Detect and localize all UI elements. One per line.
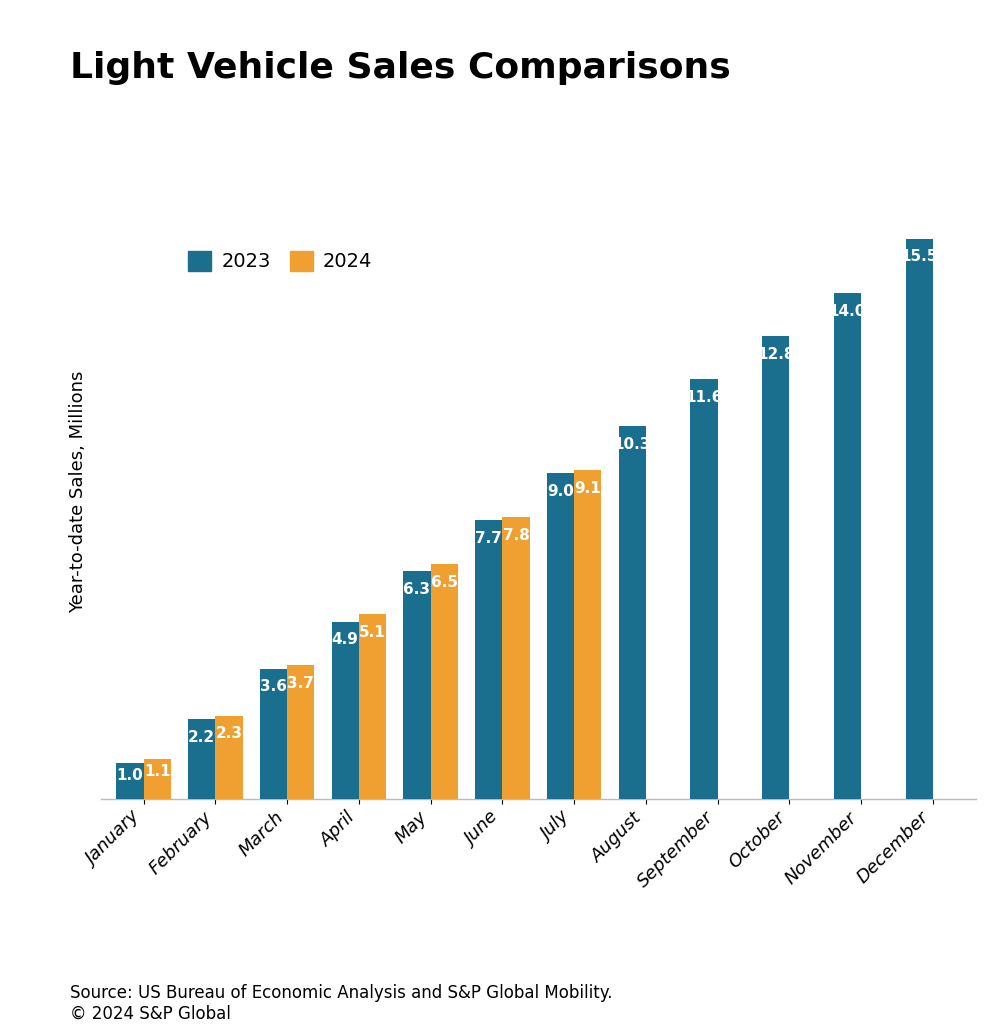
Bar <box>834 293 861 799</box>
Text: 6.5: 6.5 <box>431 574 458 590</box>
Bar <box>547 473 574 799</box>
Text: 11.6: 11.6 <box>685 390 722 406</box>
Bar <box>260 669 287 799</box>
Text: © 2024 S&P Global: © 2024 S&P Global <box>70 1005 231 1023</box>
Bar <box>574 470 602 799</box>
Text: 2.2: 2.2 <box>188 730 215 745</box>
Bar <box>502 517 529 799</box>
Text: 4.9: 4.9 <box>332 633 359 647</box>
Text: 9.1: 9.1 <box>574 480 602 496</box>
Bar <box>475 520 502 799</box>
Text: 3.6: 3.6 <box>260 680 287 694</box>
Text: Light Vehicle Sales Comparisons: Light Vehicle Sales Comparisons <box>70 51 731 85</box>
Bar <box>215 716 242 799</box>
Bar <box>117 763 144 799</box>
Bar <box>332 622 359 799</box>
Text: 3.7: 3.7 <box>288 676 314 691</box>
Bar <box>431 564 458 799</box>
Text: 15.5: 15.5 <box>900 250 938 264</box>
Bar <box>762 336 790 799</box>
Text: 7.8: 7.8 <box>503 527 529 543</box>
Bar <box>188 719 215 799</box>
Bar <box>619 426 646 799</box>
Bar <box>905 239 933 799</box>
Text: 2.3: 2.3 <box>215 726 242 741</box>
Legend: 2023, 2024: 2023, 2024 <box>180 243 380 280</box>
Text: 14.0: 14.0 <box>829 303 866 318</box>
Bar <box>287 665 315 799</box>
Text: 10.3: 10.3 <box>614 437 651 453</box>
Bar <box>403 571 431 799</box>
Bar <box>690 380 717 799</box>
Text: 6.3: 6.3 <box>403 582 431 597</box>
Bar <box>144 759 171 799</box>
Bar <box>359 614 386 799</box>
Text: 1.1: 1.1 <box>144 764 171 779</box>
Text: 1.0: 1.0 <box>117 768 144 783</box>
Text: 12.8: 12.8 <box>757 347 795 361</box>
Text: 9.0: 9.0 <box>547 484 573 500</box>
Text: 5.1: 5.1 <box>359 626 386 640</box>
Text: 7.7: 7.7 <box>475 531 502 546</box>
Y-axis label: Year-to-date Sales, Millions: Year-to-date Sales, Millions <box>68 371 87 612</box>
Text: Source: US Bureau of Economic Analysis and S&P Global Mobility.: Source: US Bureau of Economic Analysis a… <box>70 984 613 1002</box>
